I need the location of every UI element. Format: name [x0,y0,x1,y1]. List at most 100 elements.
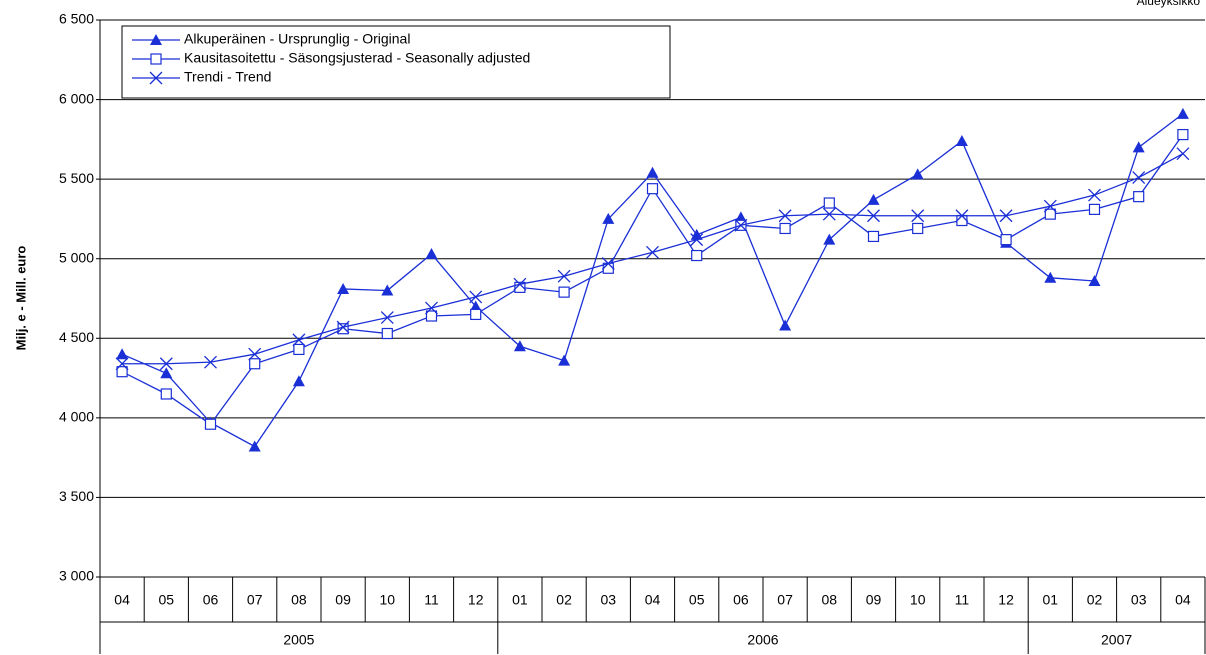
marker [1088,203,1101,215]
legend-label: Kausitasoitettu - Säsongsjusterad - Seas… [184,50,530,66]
marker [425,247,438,259]
x-tick-label: 12 [468,592,484,608]
x-tick-label: 08 [822,592,838,608]
y-tick-label: 5 500 [59,170,94,186]
x-tick-label: 03 [601,592,617,608]
marker [1132,171,1146,185]
x-tick-label: 08 [291,592,307,608]
marker [955,209,969,223]
marker [381,327,393,340]
marker [469,290,483,304]
marker [381,284,394,296]
x-group-label: 2007 [1101,632,1132,648]
y-tick-label: 3 500 [59,488,94,504]
x-group-label: 2005 [283,632,314,648]
marker [292,333,306,347]
x-tick-label: 11 [424,592,439,608]
marker [469,300,482,312]
marker [1088,274,1101,286]
marker [292,375,305,387]
marker [778,209,792,223]
x-tick-label: 07 [777,592,793,608]
marker [646,245,659,259]
x-tick-label: 02 [556,592,572,608]
marker [823,233,836,245]
marker [1177,128,1189,141]
marker [425,310,438,322]
x-tick-label: 10 [910,592,926,608]
marker [160,367,173,379]
x-tick-label: 11 [955,592,970,608]
y-tick-label: 3 000 [59,568,94,584]
y-tick-label: 4 000 [59,409,94,425]
marker [513,340,526,352]
marker [336,320,350,334]
marker [116,366,128,378]
marker [150,53,162,65]
marker [1043,199,1057,213]
x-tick-label: 02 [1087,592,1103,608]
y-tick-label: 6 000 [59,90,94,106]
marker [380,311,394,325]
marker [955,134,968,146]
x-tick-label: 01 [512,592,528,608]
marker [513,277,527,291]
x-tick-label: 01 [1043,592,1059,608]
marker [734,218,748,232]
marker [779,222,791,235]
marker [248,440,261,452]
y-axis-label: Milj. e - Mill. euro [13,246,28,351]
marker [1044,271,1057,283]
marker [822,207,836,221]
x-tick-label: 05 [689,592,705,608]
marker [999,209,1013,223]
marker [956,214,968,227]
marker [248,347,262,361]
x-tick-label: 04 [114,592,130,608]
y-tick-label: 5 000 [59,249,94,265]
x-tick-label: 10 [380,592,396,608]
x-tick-label: 09 [866,592,882,608]
marker [911,168,924,180]
marker [911,209,925,223]
x-group-label: 2006 [747,632,778,648]
marker [1044,208,1056,220]
marker [149,71,163,85]
legend-box [121,25,671,99]
marker [646,166,659,178]
marker [249,358,261,370]
marker [160,388,172,400]
marker [602,212,615,224]
marker [337,282,350,294]
marker [823,197,835,209]
marker [1132,141,1145,153]
marker [1088,188,1101,202]
marker [1000,234,1012,246]
series-line [121,113,1184,448]
y-tick-label: 4 500 [59,329,94,345]
marker [159,357,173,371]
marker [867,209,880,223]
marker [150,34,162,45]
marker [558,286,570,298]
y-tick-label: 6 500 [59,11,94,27]
marker [779,319,792,331]
marker [912,222,924,235]
x-tick-label: 06 [733,592,749,608]
marker [425,301,438,315]
marker [601,257,615,270]
marker [1176,107,1189,119]
marker [691,249,703,262]
marker [557,269,571,283]
marker [867,230,880,243]
marker [867,193,880,205]
corner-note: Alueyksikkö [1137,0,1201,8]
marker [1176,147,1190,161]
marker [470,308,482,321]
x-tick-label: 12 [998,592,1014,608]
x-tick-label: 04 [1175,592,1191,608]
legend-label: Alkuperäinen - Ursprunglig - Original [184,31,410,47]
marker [690,233,704,247]
legend-label: Trendi - Trend [184,69,271,85]
